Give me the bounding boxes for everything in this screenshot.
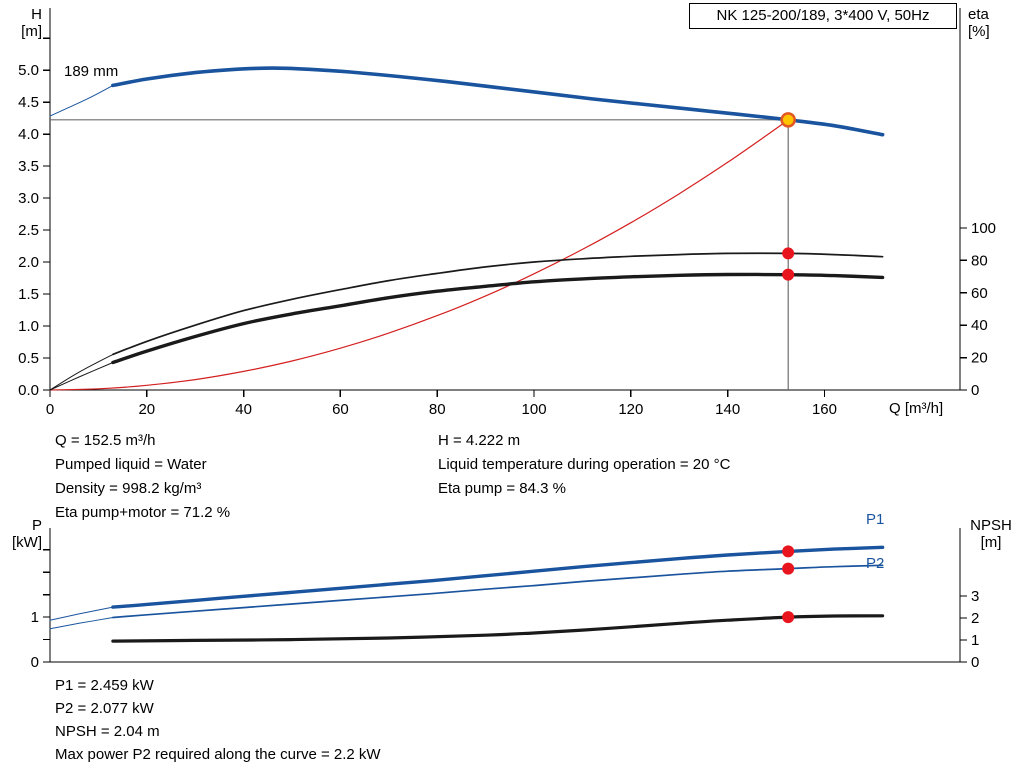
power-text-block: P1 = 2.459 kW P2 = 2.077 kW NPSH = 2.04 … [55,674,381,766]
svg-text:3.0: 3.0 [18,190,39,207]
svg-text:1: 1 [31,609,39,626]
p2-curve-extension [49,617,114,630]
svg-text:3: 3 [971,588,979,605]
p1-curve-extension [49,606,114,621]
svg-text:0: 0 [31,654,39,671]
eta-pump-motor-curve-extension [49,362,114,391]
svg-text:140: 140 [715,401,740,418]
npsh-duty-dot [782,611,795,624]
info-line-temperature: Liquid temperature during operation = 20… [438,456,731,473]
svg-text:0.0: 0.0 [18,382,39,399]
svg-text:0: 0 [971,382,979,399]
svg-text:0: 0 [971,654,979,671]
operating-point-text-left: Q = 152.5 m³/h Pumped liquid = Water Den… [55,429,230,525]
svg-text:2.0: 2.0 [18,254,39,271]
p2-curve-label: P2 [866,555,885,572]
svg-text:2: 2 [971,610,979,627]
power-npsh-chart: 0 1 0 1 2 3 [31,528,980,671]
svg-text:100: 100 [971,220,996,237]
eta-pump-motor-curve [111,272,885,365]
p-axis-label: P [kW] [2,517,42,551]
eta-motor-duty-dot [782,268,795,281]
svg-text:0: 0 [46,401,54,418]
system-curve [49,119,789,391]
svg-text:1.0: 1.0 [18,318,39,335]
info-line-density: Density = 998.2 kg/m³ [55,480,202,497]
svg-text:2.5: 2.5 [18,222,39,239]
eta-pump-curve-extension [49,353,114,391]
info-line-eta-total: Eta pump+motor = 71.2 % [55,504,231,521]
svg-text:0.5: 0.5 [18,350,39,367]
npsh-curve [111,614,885,643]
svg-text:3.5: 3.5 [18,158,39,175]
svg-text:100: 100 [522,401,547,418]
eta-axis-label-symbol: eta [968,6,989,23]
info-line-eta-pump: Eta pump = 84.3 % [438,480,566,497]
h-axis-label-symbol: H [31,6,42,23]
power-npsh-chart-tick-labels: 0 1 0 1 2 3 [31,588,980,671]
svg-text:4.5: 4.5 [18,94,39,111]
info-line-p2: P2 = 2.077 kW [55,700,154,717]
svg-text:20: 20 [138,401,155,418]
eta-axis-label: eta [%] [968,6,990,40]
h-axis-label: H [m] [2,6,42,40]
svg-text:80: 80 [429,401,446,418]
p2-duty-dot [782,562,795,575]
power-npsh-chart-axes [43,528,967,663]
p2-curve [112,564,884,619]
npsh-axis-label-symbol: NPSH [970,517,1012,534]
qh-eta-chart-tick-labels: 0 20 40 60 80 100 120 140 160 0.0 0.5 1.0 1.5 2.0 2.5 3… [18,62,996,418]
info-line-liquid: Pumped liquid = Water [55,456,207,473]
p1-curve-label: P1 [866,511,885,528]
q-axis-label: Q [m³/h] [889,400,944,417]
svg-text:20: 20 [971,350,988,367]
svg-text:40: 40 [971,317,988,334]
qh-eta-chart: 0 20 40 60 80 100 120 140 160 0.0 0.5 1.0 1.5 2.0 2.5 3… [18,8,996,418]
h-axis-label-unit: [m] [21,23,42,40]
svg-text:60: 60 [332,401,349,418]
svg-text:4.0: 4.0 [18,126,39,143]
eta-axis-label-unit: [%] [968,23,990,40]
p1-curve [111,545,885,609]
svg-text:1.5: 1.5 [18,286,39,303]
eta-pump-duty-dot [782,247,795,260]
head-curve-189mm [111,66,885,137]
duty-point-marker[interactable] [780,112,796,128]
info-line-npsh: NPSH = 2.04 m [55,723,160,740]
qh-eta-chart-axes [43,8,967,397]
svg-text:40: 40 [235,401,252,418]
info-line-maxpower: Max power P2 required along the curve = … [55,746,381,763]
info-line-p1: P1 = 2.459 kW [55,677,154,694]
svg-text:160: 160 [812,401,837,418]
npsh-axis-label: NPSH [m] [962,517,1020,551]
info-line-h: H = 4.222 m [438,432,521,449]
pump-title-box: NK 125-200/189, 3*400 V, 50Hz [689,3,957,29]
svg-text:60: 60 [971,285,988,302]
operating-point-text-right: H = 4.222 m Liquid temperature during op… [438,429,730,501]
svg-text:5.0: 5.0 [18,62,39,79]
head-curve-extension [49,84,114,117]
svg-text:1: 1 [971,632,979,649]
info-line-q: Q = 152.5 m³/h [55,432,156,449]
svg-text:80: 80 [971,252,988,269]
svg-text:120: 120 [618,401,643,418]
eta-pump-curve [112,252,884,356]
npsh-axis-label-unit: [m] [980,534,1002,551]
p-axis-label-symbol: P [31,517,42,534]
p-axis-label-unit: [kW] [12,534,42,551]
impeller-diameter-label: 189 mm [64,63,119,80]
p1-duty-dot [782,545,795,558]
